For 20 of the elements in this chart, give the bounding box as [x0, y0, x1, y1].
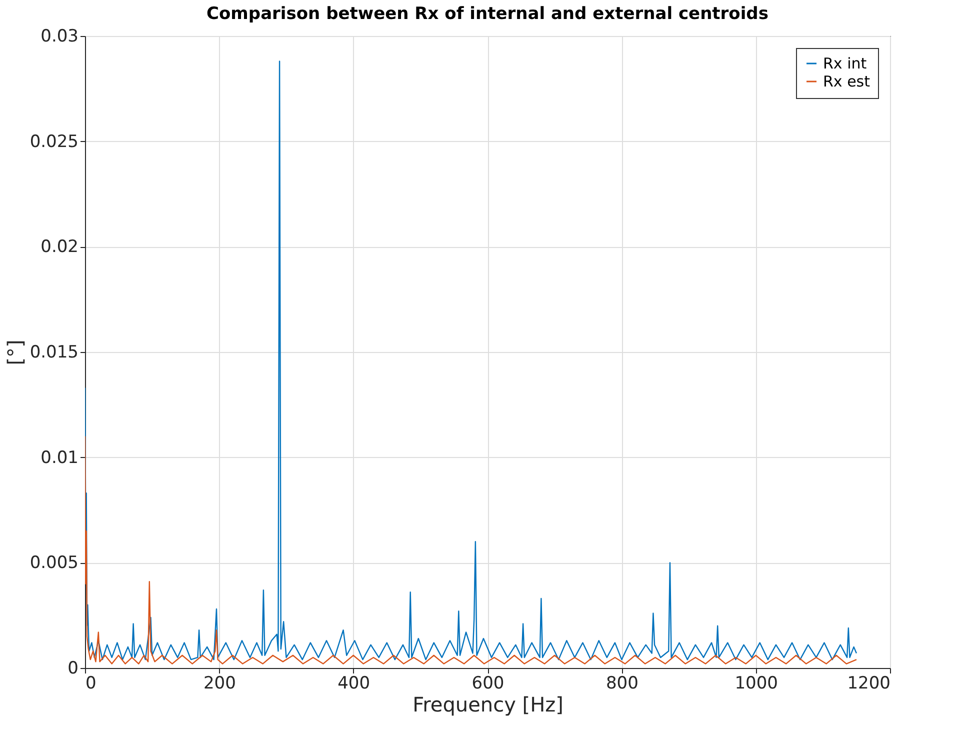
y-tick-label: 0.005: [30, 553, 78, 574]
x-tick-label: 600: [472, 674, 504, 694]
y-tick-label: 0.025: [30, 132, 78, 152]
line-series: [85, 436, 858, 664]
x-tick-label: 1000: [734, 674, 778, 694]
x-axis-title: Frequency [Hz]: [412, 692, 564, 716]
y-tick-label: 0: [68, 658, 78, 678]
y-tick-label: 0.03: [40, 26, 78, 46]
legend-label: Rx int: [823, 54, 867, 72]
x-tick-label: 800: [606, 674, 638, 694]
chart-title: Comparison between Rx of internal and external centroids: [206, 4, 768, 24]
x-tick-label: 200: [203, 674, 236, 694]
x-tick-label: 0: [86, 674, 96, 694]
x-tick-label: 400: [338, 674, 370, 694]
legend-label: Rx est: [823, 72, 870, 90]
y-tick-label: 0.015: [30, 342, 78, 362]
x-tick-label: 1200: [847, 674, 890, 694]
y-axis-title: [°]: [2, 340, 27, 366]
y-tick-label: 0.01: [40, 448, 78, 468]
y-tick-label: 0.02: [40, 237, 78, 258]
